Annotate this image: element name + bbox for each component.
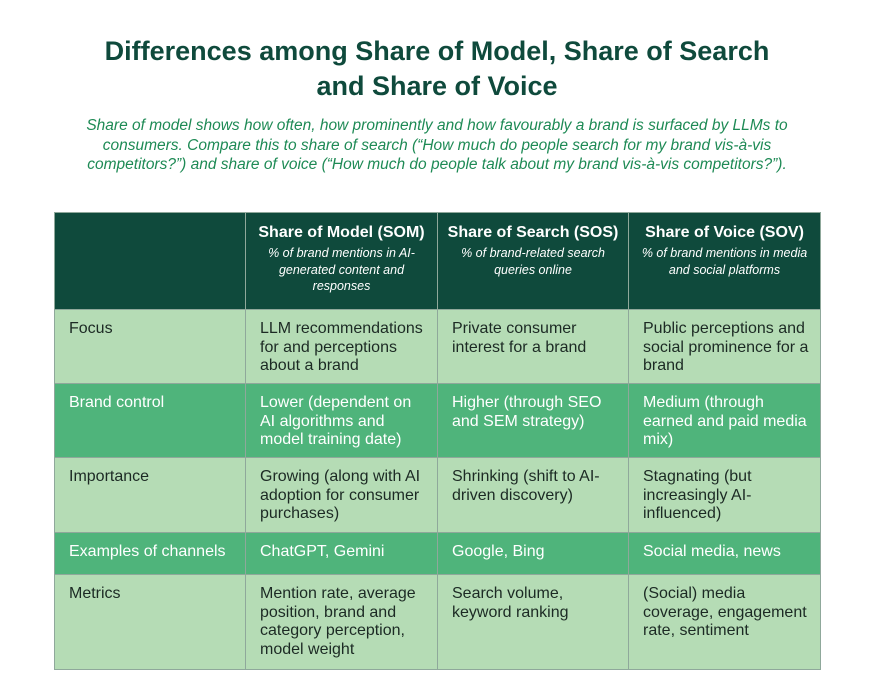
- header-sos: Share of Search (SOS) % of brand-related…: [437, 212, 629, 310]
- table-cell: Shrinking (shift to AI-driven discovery): [437, 457, 629, 533]
- row-label: Brand control: [54, 383, 246, 458]
- table-cell: Private consumer interest for a brand: [437, 309, 629, 384]
- column-title: Share of Voice (SOV): [645, 224, 804, 241]
- table-cell: Mention rate, average position, brand an…: [245, 574, 438, 670]
- header-corner: [54, 212, 246, 310]
- table-row-brand-control: Brand control Lower (dependent on AI alg…: [54, 383, 821, 458]
- table-cell: Search volume, keyword ranking: [437, 574, 629, 670]
- header-sov: Share of Voice (SOV) % of brand mentions…: [628, 212, 821, 310]
- subtitle: Share of model shows how often, how prom…: [86, 117, 788, 173]
- header-som: Share of Model (SOM) % of brand mentions…: [245, 212, 438, 310]
- column-title: Share of Model (SOM): [258, 224, 425, 241]
- table-cell: Google, Bing: [437, 532, 629, 575]
- table-row-focus: Focus LLM recommendations for and percep…: [54, 309, 821, 384]
- table-cell: Medium (through earned and paid media mi…: [628, 383, 821, 458]
- row-label: Examples of channels: [54, 532, 246, 575]
- title-line-2: and Share of Voice: [316, 71, 558, 101]
- table-row-importance: Importance Growing (along with AI adopti…: [54, 457, 821, 533]
- table-header-row: Share of Model (SOM) % of brand mentions…: [54, 212, 821, 310]
- page-title: Differences among Share of Model, Share …: [0, 34, 874, 104]
- row-label: Metrics: [54, 574, 246, 670]
- column-description: % of brand mentions in AI-generated cont…: [268, 246, 415, 293]
- row-label: Importance: [54, 457, 246, 533]
- table-cell: Growing (along with AI adoption for cons…: [245, 457, 438, 533]
- comparison-table: Share of Model (SOM) % of brand mentions…: [54, 212, 821, 670]
- column-title: Share of Search (SOS): [447, 224, 619, 241]
- table-cell: Stagnating (but increasingly AI-influenc…: [628, 457, 821, 533]
- row-label: Focus: [54, 309, 246, 384]
- table-cell: Social media, news: [628, 532, 821, 575]
- table-cell: Lower (dependent on AI algorithms and mo…: [245, 383, 438, 458]
- table-row-examples-of-channels: Examples of channels ChatGPT, Gemini Goo…: [54, 532, 821, 575]
- table-cell: (Social) media coverage, engagement rate…: [628, 574, 821, 670]
- title-line-1: Differences among Share of Model, Share …: [104, 36, 770, 66]
- table-cell: LLM recommendations for and perceptions …: [245, 309, 438, 384]
- table-row-metrics: Metrics Mention rate, average position, …: [54, 574, 821, 670]
- column-description: % of brand-related search queries online: [461, 246, 605, 277]
- column-description: % of brand mentions in media and social …: [641, 246, 808, 277]
- table-cell: Higher (through SEO and SEM strategy): [437, 383, 629, 458]
- table-cell: ChatGPT, Gemini: [245, 532, 438, 575]
- table-cell: Public perceptions and social prominence…: [628, 309, 821, 384]
